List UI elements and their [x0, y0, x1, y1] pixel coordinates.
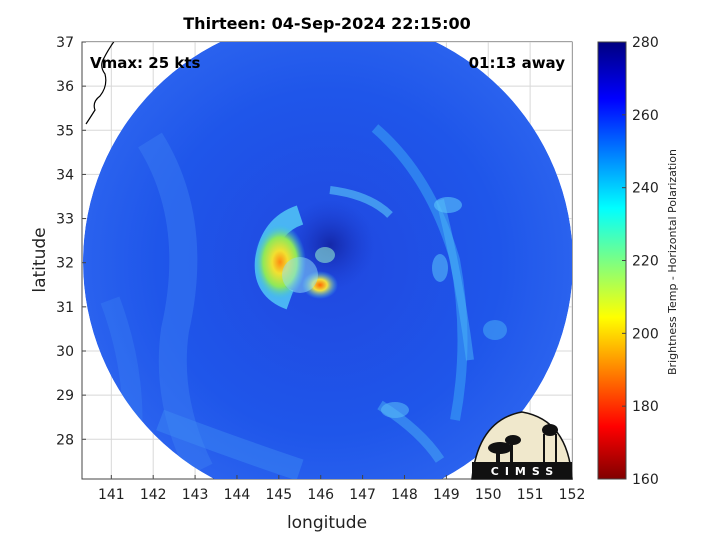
colorbar-label: Brightness Temp - Horizontal Polarizatio… [666, 149, 679, 375]
x-tick-label: 148 [391, 487, 418, 503]
colorbar-tick-label: 160 [632, 472, 659, 488]
colorbar-ticks: 160 180 200 220 240 260 280 [622, 35, 659, 488]
x-tick-label: 142 [140, 487, 167, 503]
colorbar-tick-label: 200 [632, 326, 659, 342]
y-axis-label: latitude [30, 227, 50, 292]
time-away-label: 01:13 away [469, 54, 566, 72]
colorbar-tick-label: 260 [632, 108, 659, 124]
y-tick-label: 34 [56, 167, 74, 183]
x-axis-ticks: 141 142 143 144 145 146 147 148 149 150 151 152 [98, 475, 585, 503]
y-tick-label: 29 [56, 388, 74, 404]
x-tick-label: 145 [265, 487, 292, 503]
vmax-label: Vmax: 25 kts [90, 54, 200, 72]
colorbar-tick-label: 280 [632, 35, 659, 51]
cimss-logo: CIMSS [471, 411, 573, 480]
chart-title: Thirteen: 04-Sep-2024 22:15:00 [183, 14, 471, 33]
x-tick-label: 150 [475, 487, 502, 503]
colorbar [597, 41, 627, 480]
y-tick-label: 28 [56, 432, 74, 448]
y-tick-label: 32 [56, 256, 74, 272]
x-tick-label: 151 [517, 487, 544, 503]
x-axis-label: longitude [287, 513, 367, 533]
microwave-swath [83, 42, 572, 479]
x-tick-label: 152 [559, 487, 586, 503]
colorbar-tick-label: 180 [632, 399, 659, 415]
y-axis-ticks: 28 29 30 31 32 33 34 35 36 37 [56, 35, 86, 448]
x-tick-label: 141 [98, 487, 125, 503]
logo-text: CIMSS [491, 465, 559, 478]
x-tick-label: 144 [224, 487, 251, 503]
x-tick-label: 149 [433, 487, 460, 503]
y-tick-label: 35 [56, 123, 74, 139]
colorbar-tick-label: 220 [632, 254, 659, 270]
coastline [85, 42, 115, 125]
y-tick-label: 31 [56, 300, 74, 316]
x-tick-label: 146 [307, 487, 334, 503]
y-tick-label: 33 [56, 212, 74, 228]
x-tick-label: 147 [349, 487, 376, 503]
x-tick-label: 143 [182, 487, 209, 503]
y-tick-label: 36 [56, 79, 74, 95]
colorbar-tick-label: 240 [632, 181, 659, 197]
y-tick-label: 30 [56, 344, 74, 360]
y-tick-label: 37 [56, 35, 74, 51]
